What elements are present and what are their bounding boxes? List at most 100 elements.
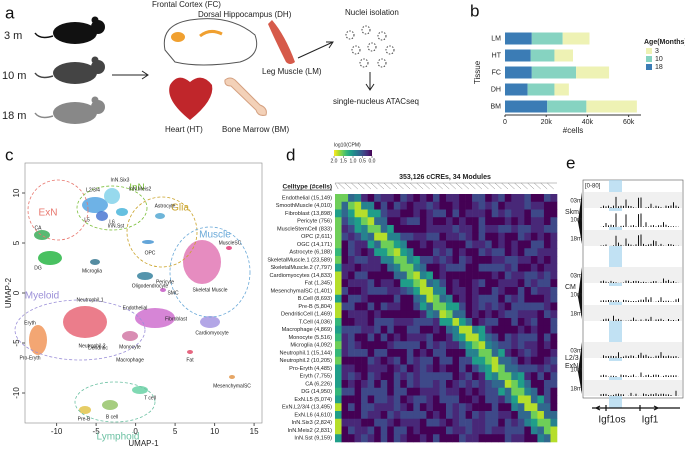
heatmap-cell (367, 256, 375, 265)
heatmap-cell (361, 310, 368, 319)
heatmap-cell (361, 287, 368, 296)
heatmap-cell (459, 325, 466, 334)
heatmap-cell (498, 372, 506, 381)
heatmap-cell (406, 434, 414, 443)
heatmap-cell (524, 318, 532, 327)
heatmap-cell (504, 372, 512, 381)
heatmap-cell (354, 294, 362, 303)
heatmap-cell (432, 426, 440, 435)
heatmap-cell (393, 263, 401, 272)
heatmap-cell (413, 225, 421, 234)
heatmap-cell (530, 426, 538, 435)
heatmap-cell (426, 418, 434, 427)
heatmap-cell (432, 411, 440, 420)
heatmap-cell (426, 310, 434, 319)
heatmap-cell (354, 349, 362, 358)
heatmap-cell (524, 232, 532, 241)
heatmap-cell (361, 364, 368, 373)
heatmap-cell (491, 302, 499, 311)
heatmap-cell (406, 395, 414, 404)
heatmap-cell (517, 294, 525, 303)
heatmap-cell (348, 356, 355, 365)
heatmap-cell (498, 434, 506, 443)
heatmap-cell (393, 279, 401, 288)
heatmap-cell (387, 209, 395, 218)
heatmap-cell (465, 279, 473, 288)
heatmap-cell (550, 225, 558, 234)
heatmap-cell (367, 263, 375, 272)
module-brackets (334, 182, 557, 190)
heatmap-cell (478, 279, 486, 288)
heatmap-cell (367, 349, 375, 358)
heatmap-cell (511, 387, 519, 396)
heatmap-cell (419, 418, 427, 427)
heatmap-cell (446, 271, 453, 280)
signal (600, 234, 679, 246)
heatmap-cell (341, 411, 349, 420)
row-label: MesenchymalSC (1,401) (270, 288, 332, 294)
heatmap-cell (413, 418, 421, 427)
x-tick-label: -5 (93, 427, 101, 436)
row-label: ExN.L2/3/4 (13,495) (282, 405, 332, 411)
heatmap-cell (354, 217, 362, 226)
heatmap-cell (380, 217, 388, 226)
heatmap-cell (485, 240, 493, 249)
heatmap-cell (361, 302, 368, 311)
heatmap-cell (419, 263, 427, 272)
heatmap-cell (419, 248, 427, 257)
heatmap-cell (432, 294, 440, 303)
heatmap-cell (361, 217, 368, 226)
heatmap-cell (393, 395, 401, 404)
step-label: Nuclei isolation (345, 8, 399, 17)
heatmap-cell (472, 380, 479, 389)
heatmap-cell (380, 426, 388, 435)
heatmap-cell (550, 263, 558, 272)
heatmap-cell (537, 372, 545, 381)
age-label: 18 m (2, 110, 26, 122)
heatmap-cell (530, 380, 538, 389)
heatmap-cell (335, 349, 342, 358)
age-label: 03m (570, 274, 582, 280)
heatmap-cell (348, 194, 355, 203)
heatmap-cell (393, 372, 401, 381)
heatmap-cell (511, 364, 519, 373)
heatmap-cell (465, 395, 473, 404)
cluster-label: L5 (84, 217, 90, 223)
heatmap-cell (367, 271, 375, 280)
heatmap-cell (374, 411, 382, 420)
heatmap-cell (400, 387, 408, 396)
heatmap-cell (478, 333, 486, 342)
heatmap-cell (472, 287, 479, 296)
heatmap-cell (459, 217, 466, 226)
cluster (104, 188, 120, 204)
heatmap-cell (491, 240, 499, 249)
heatmap-cell (511, 325, 519, 334)
heatmap-cell (367, 240, 375, 249)
cluster (229, 375, 235, 379)
heatmap-cell (374, 232, 382, 241)
heatmap-cell (452, 325, 460, 334)
heatmap-cell (341, 380, 349, 389)
heatmap-cell (446, 364, 453, 373)
heatmap-cell (348, 387, 355, 396)
heatmap-cell (530, 364, 538, 373)
heatmap-cell (432, 395, 440, 404)
age-label: 18m (570, 237, 582, 243)
heatmap-cell (367, 380, 375, 389)
heatmap-cell (380, 310, 388, 319)
heatmap-cell (446, 232, 453, 241)
heatmap-cell (361, 209, 368, 218)
heatmap-cell (459, 248, 466, 257)
heatmap-cell (478, 256, 486, 265)
heatmap-cell (485, 271, 493, 280)
y-tick-label: HT (492, 52, 502, 59)
heatmap-cell (387, 387, 395, 396)
heatmap-cell (498, 310, 506, 319)
heatmap-cell (387, 380, 395, 389)
heatmap-cell (439, 209, 447, 218)
heatmap-cell (432, 248, 440, 257)
heatmap-cell (354, 380, 362, 389)
heatmap-cell (341, 387, 349, 396)
heatmap-cell (498, 349, 506, 358)
